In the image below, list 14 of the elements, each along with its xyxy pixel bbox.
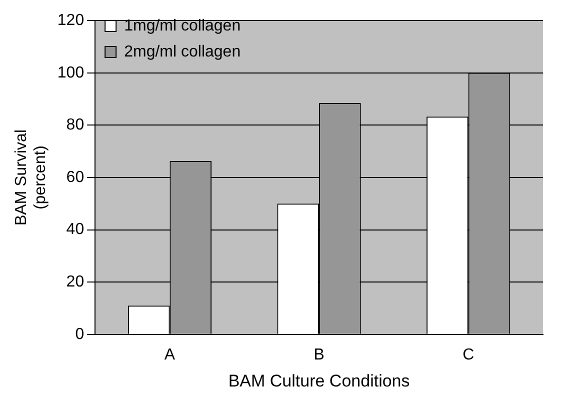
x-tick-label: C (462, 346, 474, 364)
x-tick-label: B (314, 346, 324, 364)
y-tick-label: 80 (66, 116, 84, 134)
legend-label: 1mg/ml collagen (124, 17, 241, 34)
y-tick-label: 100 (57, 64, 84, 82)
y-tick-label: 20 (66, 274, 84, 291)
x-tick-label: A (164, 346, 176, 364)
y-tick-label: 60 (66, 168, 84, 186)
y-tick-label: 0 (75, 326, 84, 343)
legend-label: 2mg/ml collagen (124, 43, 241, 60)
y-axis-title: BAM Survival (percent) (13, 129, 50, 226)
x-axis-title: BAM Culture Conditions (228, 371, 410, 390)
y-tick-label: 120 (57, 12, 84, 30)
y-tick-label: 40 (66, 221, 84, 238)
